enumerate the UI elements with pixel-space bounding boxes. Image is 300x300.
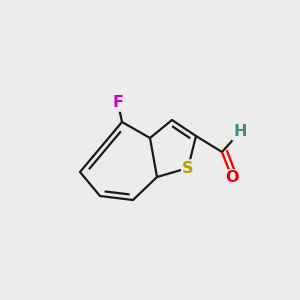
Text: O: O: [225, 170, 239, 185]
Text: F: F: [112, 95, 124, 110]
Text: H: H: [233, 124, 247, 140]
Text: S: S: [182, 160, 194, 175]
